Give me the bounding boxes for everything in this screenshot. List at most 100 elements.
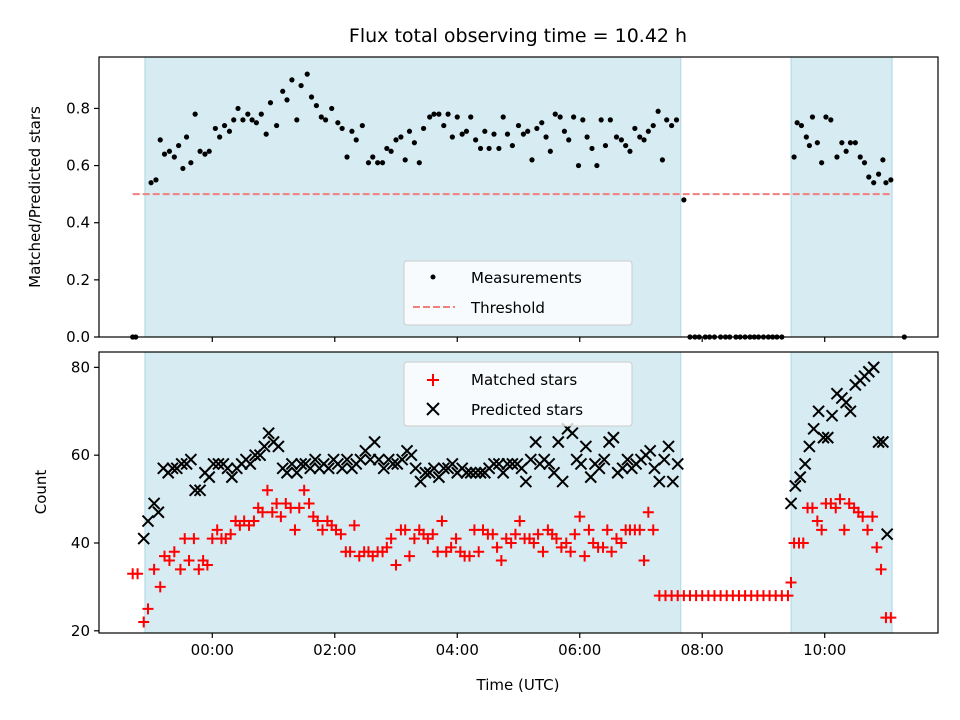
measurement-point	[798, 122, 805, 129]
legend-matched-label: Matched stars	[471, 371, 577, 389]
observing-window-shade-1	[790, 351, 893, 634]
predicted-stars-point	[671, 457, 684, 471]
predicted-stars-point	[137, 532, 150, 545]
measurement-point	[468, 114, 474, 120]
measurement-point	[504, 131, 511, 137]
matched-stars-point	[385, 533, 397, 545]
predicted-stars-point	[419, 466, 432, 479]
matched-stars-point	[550, 533, 562, 545]
predicted-stars-point	[258, 440, 271, 453]
top-legend-box	[403, 260, 633, 326]
predicted-stars-point	[616, 462, 629, 475]
matched-stars-point	[495, 555, 507, 567]
measurement-point	[627, 148, 633, 154]
matched-stars-point	[532, 528, 544, 540]
predicted-stars-point	[844, 405, 857, 418]
legend-measurements-marker	[430, 274, 436, 280]
matched-stars-point	[875, 563, 887, 575]
matched-stars-point	[344, 546, 356, 558]
measurement-point	[500, 114, 506, 120]
matched-stars-point	[565, 546, 577, 558]
measurement-point	[280, 88, 286, 94]
predicted-stars-point	[147, 497, 161, 510]
matched-stars-point	[261, 484, 273, 496]
predicted-stars-point	[203, 470, 216, 484]
measurement-point	[847, 140, 854, 146]
predicted-stars-point	[474, 466, 487, 479]
measurement-point	[273, 122, 280, 129]
matched-stars-point	[427, 528, 439, 540]
matched-stars-point	[132, 568, 144, 580]
matched-stars-point	[381, 541, 393, 553]
predicted-stars-point	[817, 431, 830, 444]
matched-stars-point	[866, 511, 878, 523]
predicted-stars-point	[193, 484, 207, 497]
measurement-point	[613, 134, 620, 140]
predicted-stars-point	[872, 435, 885, 449]
legend-predicted-label: Predicted stars	[471, 401, 583, 419]
measurement-point	[803, 134, 809, 140]
predicted-stars-point	[175, 457, 188, 471]
predicted-stars-point	[166, 462, 179, 475]
measurement-point	[547, 148, 553, 154]
measurement-point	[370, 154, 376, 160]
measurement-point	[427, 114, 433, 120]
measurement-point	[602, 142, 609, 149]
y-tick-label: 60	[71, 446, 90, 464]
predicted-stars-point	[867, 361, 880, 374]
matched-stars-point	[188, 533, 200, 545]
predicted-stars-point	[272, 440, 285, 453]
measurement-point	[491, 131, 497, 137]
measurement-point	[664, 117, 670, 123]
predicted-stars-point	[409, 462, 422, 475]
measurement-point	[794, 120, 800, 126]
matched-stars-point	[293, 502, 305, 514]
measurement-point	[289, 77, 295, 83]
matched-stars-point	[487, 528, 499, 540]
predicted-stars-point	[340, 453, 354, 466]
matched-stars-point	[408, 533, 420, 545]
predicted-stars-point	[798, 457, 812, 471]
measurement-point	[171, 154, 177, 160]
measurement-point	[463, 128, 470, 134]
bottom-legend-box	[403, 361, 633, 427]
measurement-point	[393, 137, 399, 143]
measurement-point	[406, 128, 413, 134]
predicted-stars-point	[666, 475, 680, 488]
measurement-point	[525, 128, 531, 134]
matched-stars-point	[491, 541, 503, 553]
matched-stars-point	[811, 515, 823, 527]
predicted-stars-point	[469, 466, 482, 479]
predicted-stars-point	[280, 466, 294, 479]
matched-stars-point	[857, 511, 869, 523]
matched-stars-point	[647, 524, 659, 536]
measurement-point	[375, 160, 381, 166]
measurement-point	[607, 117, 613, 123]
predicted-stars-point	[607, 431, 620, 444]
matched-stars-point	[642, 506, 654, 518]
predicted-stars-point	[812, 405, 825, 418]
predicted-stars-point	[294, 457, 308, 471]
matched-stars-point	[464, 550, 476, 562]
matched-stars-point	[303, 497, 315, 509]
measurement-point	[543, 134, 549, 140]
matched-stars-point	[838, 524, 850, 536]
predicted-stars-point	[207, 457, 220, 471]
matched-stars-point	[436, 515, 448, 527]
measurement-point	[388, 148, 394, 154]
measurement-point	[534, 125, 540, 132]
matched-stars-point	[142, 603, 154, 615]
matched-stars-point	[816, 524, 828, 536]
measurement-point	[153, 177, 159, 183]
matched-stars-point	[168, 546, 180, 558]
matched-stars-point	[183, 555, 195, 567]
measurement-point	[852, 140, 858, 146]
measurement-point	[431, 111, 437, 117]
measurement-point	[871, 180, 877, 186]
matched-stars-point	[312, 515, 324, 527]
y-tick-label: 0.8	[66, 99, 90, 117]
predicted-stars-point	[427, 462, 441, 475]
matched-stars-point	[275, 511, 287, 523]
predicted-stars-point	[653, 475, 666, 488]
predicted-stars-point	[221, 462, 234, 475]
